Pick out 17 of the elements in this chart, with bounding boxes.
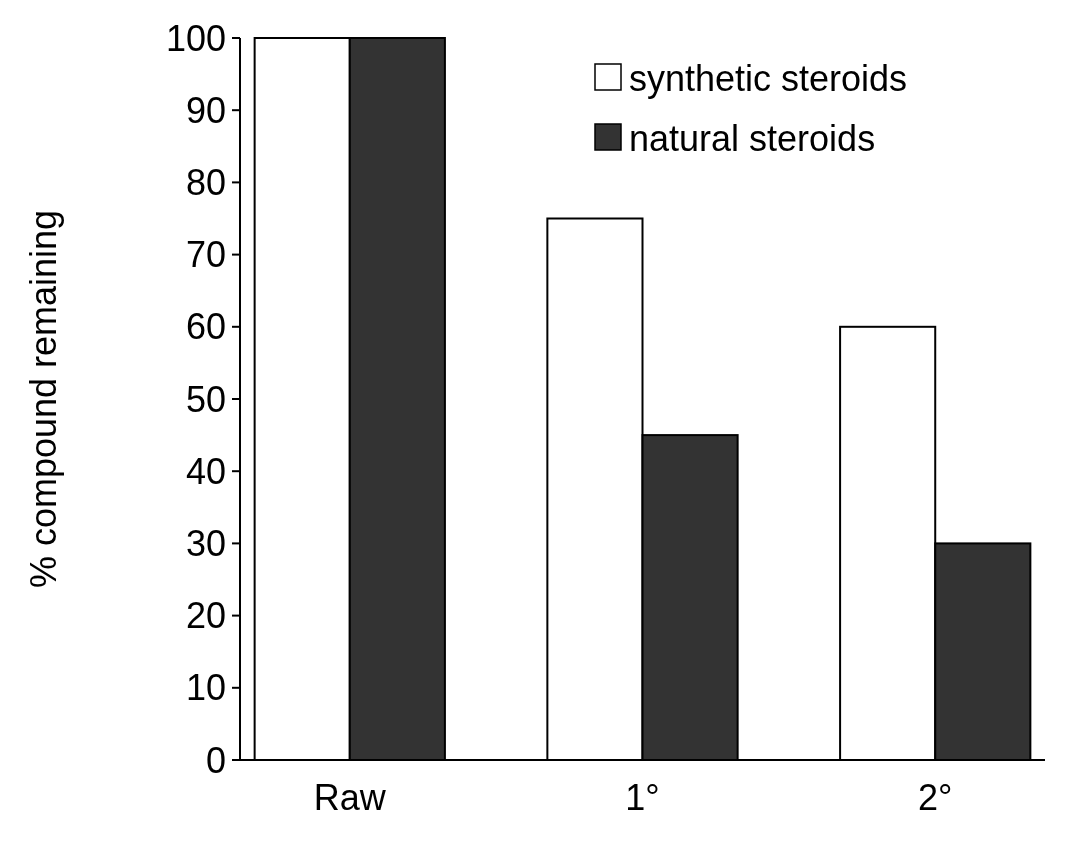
y-tick-label: 50 bbox=[185, 378, 226, 420]
y-tick-label: 60 bbox=[185, 306, 226, 348]
y-tick-label: 10 bbox=[185, 667, 226, 709]
y-tick-label: 100 bbox=[165, 17, 226, 59]
legend-label: natural steroids bbox=[629, 117, 876, 159]
y-tick-label: 0 bbox=[205, 739, 226, 781]
y-tick-label: 20 bbox=[185, 595, 226, 637]
y-tick-label: 30 bbox=[185, 523, 226, 564]
x-tick-label: 2° bbox=[918, 777, 953, 818]
y-tick-label: 90 bbox=[185, 89, 226, 131]
y-tick-label: 70 bbox=[185, 234, 226, 276]
y-axis-title: % compound remaining bbox=[23, 209, 64, 589]
x-tick-label: Raw bbox=[313, 777, 387, 818]
legend-label: synthetic steroids bbox=[629, 57, 908, 99]
x-tick-label: 1° bbox=[625, 777, 660, 818]
y-tick-label: 40 bbox=[185, 450, 226, 492]
y-tick-label: 80 bbox=[185, 162, 226, 203]
